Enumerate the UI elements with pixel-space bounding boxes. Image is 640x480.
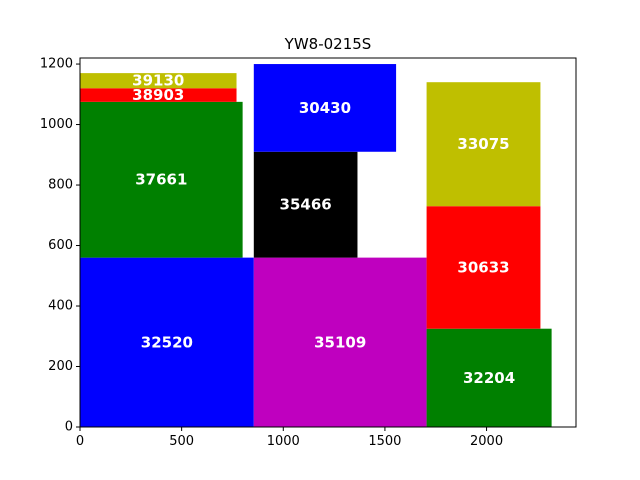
rect-label-39130: 39130 [132,72,184,90]
rect-35466 [253,151,358,258]
x-tick-label: 1500 [368,434,401,449]
x-tick-label: 1000 [267,434,300,449]
rect-33075 [426,82,541,207]
rect-32520 [80,257,254,427]
y-tick-label: 400 [48,299,73,314]
y-tick-label: 0 [65,420,73,435]
rect-39130 [80,73,237,89]
y-tick-label: 200 [48,359,73,374]
rect-37661 [80,101,243,258]
chart-title: YW8-0215S [284,35,372,53]
rect-30430 [253,64,397,152]
plot-frame [79,57,577,428]
x-tick-label: 500 [169,434,194,449]
rect-38903 [80,88,237,102]
rect-label-30430: 30430 [299,99,351,117]
y-tick-label: 800 [48,178,73,193]
rect-35109 [253,257,427,427]
y-tick-label: 1000 [40,117,73,132]
rect-label-30633: 30633 [457,258,509,276]
rect-30633 [426,206,541,329]
rect-label-35466: 35466 [280,196,332,214]
rect-label-38903: 38903 [132,86,184,104]
rect-32204 [426,328,552,427]
rect-label-33075: 33075 [457,135,509,153]
rect-label-32520: 32520 [141,333,193,351]
axes: 0 500 1000 1500 2000 0 200 400 600 800 1000 1200 [40,57,577,449]
rect-label-35109: 35109 [314,333,366,351]
y-tick-label: 600 [48,238,73,253]
x-tick-label: 2000 [470,434,503,449]
y-tick-label: 1200 [40,57,73,72]
rect-label-32204: 32204 [463,369,515,387]
rect-label-37661: 37661 [135,171,187,189]
x-tick-label: 0 [76,434,84,449]
